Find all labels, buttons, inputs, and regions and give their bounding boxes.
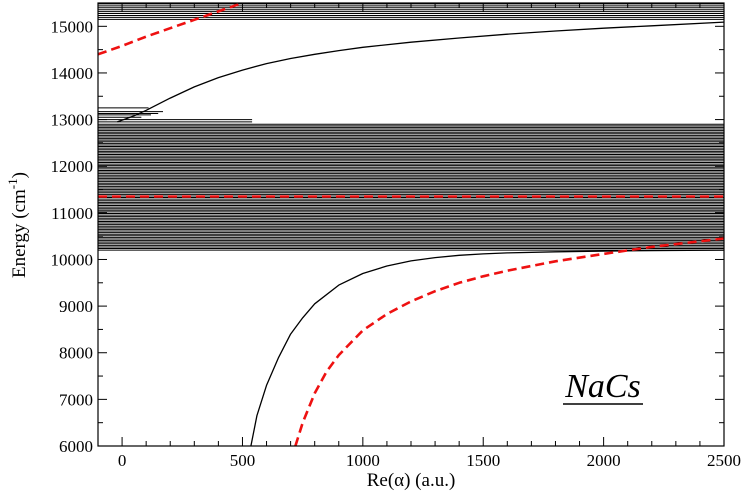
y-tick-label: 9000: [59, 297, 93, 316]
axis-ticks: 0 500 1000 1500 2000 2500 6000 7000 8000 9000 1000…: [51, 2, 741, 470]
x-tick-label: 0: [118, 451, 127, 470]
molecule-annotation: NaCs: [564, 368, 641, 405]
y-tick-label: 12000: [51, 157, 94, 176]
x-tick-label: 500: [230, 451, 256, 470]
y-tick-label: 8000: [59, 344, 93, 363]
y-axis-title-sup: -1: [5, 178, 20, 189]
y-tick-label: 10000: [51, 250, 94, 269]
y-tick-label: 7000: [59, 390, 93, 409]
plot-area: [98, 3, 724, 446]
y-tick-label: 6000: [59, 437, 93, 456]
x-tick-label: 1500: [466, 451, 500, 470]
y-tick-label: 13000: [51, 111, 94, 130]
y-axis-title-close: ): [9, 172, 30, 178]
y-tick-label: 14000: [51, 64, 94, 83]
x-tick-label: 2500: [707, 451, 741, 470]
black-curve-2: [117, 21, 724, 123]
x-tick-label: 2000: [587, 451, 621, 470]
y-tick-label: 11000: [51, 204, 93, 223]
dashed-red-curve-1: [294, 237, 724, 446]
y-tick-label: 15000: [51, 17, 94, 36]
black-curve-0: [250, 249, 724, 446]
dashed-red-curve-3: [98, 3, 243, 56]
y-axis-title-main: Energy (cm: [9, 189, 30, 278]
x-tick-label: 1000: [346, 451, 380, 470]
x-axis-title: Re(α) (a.u.): [367, 470, 456, 491]
y-axis-title: Energy (cm-1): [5, 172, 30, 278]
